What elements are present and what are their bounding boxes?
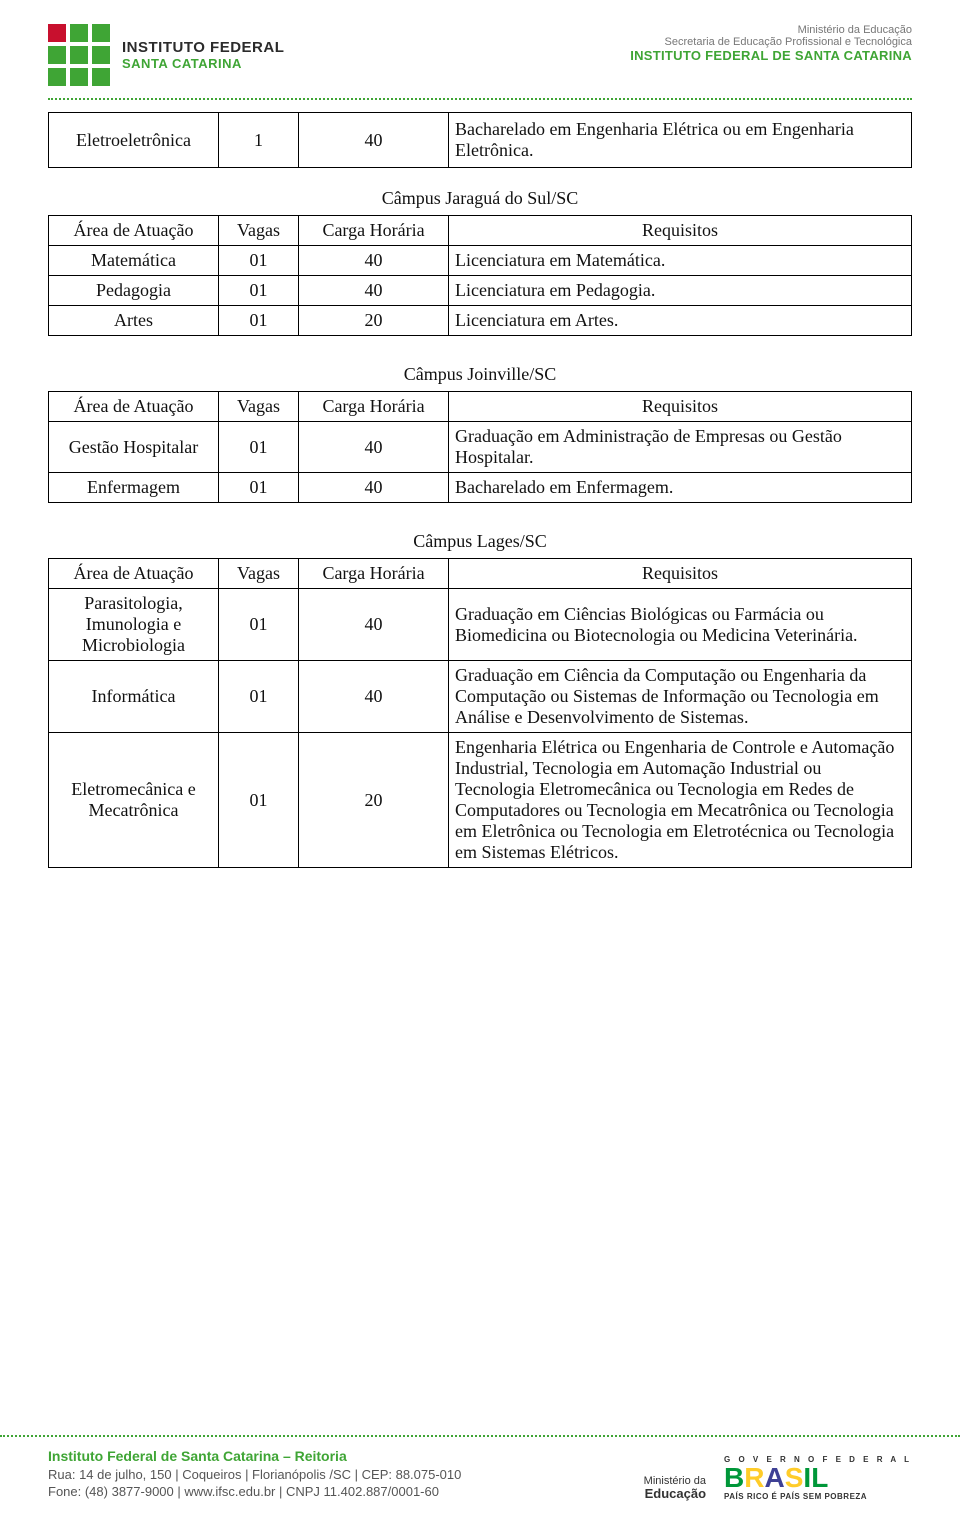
cell-carga: 40 (299, 661, 449, 733)
cell-area: Artes (49, 306, 219, 336)
cell-carga: 20 (299, 306, 449, 336)
cell-area: Informática (49, 661, 219, 733)
column-header: Carga Horária (299, 216, 449, 246)
column-header: Área de Atuação (49, 392, 219, 422)
table-caption: Câmpus Lages/SC (48, 531, 912, 552)
cell-carga: 40 (299, 276, 449, 306)
table-caption: Câmpus Joinville/SC (48, 364, 912, 385)
campus-table: Área de AtuaçãoVagasCarga HoráriaRequisi… (48, 391, 912, 503)
cell-carga: 40 (299, 422, 449, 473)
inst-name-line1: INSTITUTO FEDERAL (122, 39, 284, 56)
campus-table: Área de AtuaçãoVagasCarga HoráriaRequisi… (48, 215, 912, 336)
cell-vagas: 01 (219, 589, 299, 661)
cell-area: Parasitologia, Imunologia e Microbiologi… (49, 589, 219, 661)
column-header: Área de Atuação (49, 216, 219, 246)
cell-area: Eletroeletrônica (49, 113, 219, 168)
cell-vagas: 01 (219, 276, 299, 306)
page-header: INSTITUTO FEDERAL SANTA CATARINA Ministé… (48, 24, 912, 94)
cell-vagas: 01 (219, 661, 299, 733)
institute-line: INSTITUTO FEDERAL DE SANTA CATARINA (630, 48, 912, 63)
cell-vagas: 01 (219, 422, 299, 473)
table-row: Matemática0140Licenciatura em Matemática… (49, 246, 912, 276)
table-row: Enfermagem0140Bacharelado em Enfermagem. (49, 473, 912, 503)
logo-squares-icon (48, 24, 110, 86)
column-header: Requisitos (449, 216, 912, 246)
cell-req: Graduação em Ciência da Computação ou En… (449, 661, 912, 733)
table-row: Pedagogia0140Licenciatura em Pedagogia. (49, 276, 912, 306)
cell-req: Graduação em Administração de Empresas o… (449, 422, 912, 473)
table-row: Informática0140Graduação em Ciência da C… (49, 661, 912, 733)
column-header: Carga Horária (299, 392, 449, 422)
table-caption: Câmpus Jaraguá do Sul/SC (48, 188, 912, 209)
mec-big: Educação (644, 1487, 706, 1501)
brasil-sub-text: PAÍS RICO É PAÍS SEM POBREZA (724, 1492, 867, 1501)
cell-carga: 40 (299, 589, 449, 661)
cell-vagas: 01 (219, 473, 299, 503)
column-header: Requisitos (449, 559, 912, 589)
footer-title: Instituto Federal de Santa Catarina – Re… (48, 1447, 461, 1466)
cell-area: Gestão Hospitalar (49, 422, 219, 473)
cell-req: Licenciatura em Matemática. (449, 246, 912, 276)
column-header: Requisitos (449, 392, 912, 422)
column-header: Vagas (219, 392, 299, 422)
cell-req: Bacharelado em Enfermagem. (449, 473, 912, 503)
campus-table: Área de AtuaçãoVagasCarga HoráriaRequisi… (48, 558, 912, 868)
mec-small: Ministério da (644, 1475, 706, 1487)
ministry-line: Ministério da Educação (630, 24, 912, 36)
table-row: Eletromecânica e Mecatrônica0120Engenhar… (49, 733, 912, 868)
column-header: Vagas (219, 216, 299, 246)
header-right-block: Ministério da Educação Secretaria de Edu… (630, 24, 912, 63)
cell-carga: 40 (299, 246, 449, 276)
cell-area: Eletromecânica e Mecatrônica (49, 733, 219, 868)
cell-area: Pedagogia (49, 276, 219, 306)
cell-req: Licenciatura em Artes. (449, 306, 912, 336)
brasil-gov-logo: G O V E R N O F E D E R A L BRASIL PAÍS … (724, 1455, 912, 1501)
cell-req: Engenharia Elétrica ou Engenharia de Con… (449, 733, 912, 868)
brasil-wordmark-icon: BRASIL (724, 1464, 828, 1492)
footer-line1: Rua: 14 de julho, 150 | Coqueiros | Flor… (48, 1466, 461, 1484)
cell-area: Matemática (49, 246, 219, 276)
institution-logo: INSTITUTO FEDERAL SANTA CATARINA (48, 24, 284, 86)
cell-vagas: 01 (219, 306, 299, 336)
table-row: Artes0120Licenciatura em Artes. (49, 306, 912, 336)
cell-carga: 40 (299, 473, 449, 503)
footer-address: Instituto Federal de Santa Catarina – Re… (48, 1447, 461, 1501)
cell-area: Enfermagem (49, 473, 219, 503)
cell-vagas: 1 (219, 113, 299, 168)
cell-req: Graduação em Ciências Biológicas ou Farm… (449, 589, 912, 661)
cell-req: Bacharelado em Engenharia Elétrica ou em… (449, 113, 912, 168)
cell-vagas: 01 (219, 733, 299, 868)
cell-vagas: 01 (219, 246, 299, 276)
inst-name-line2: SANTA CATARINA (122, 56, 284, 71)
table-row: Parasitologia, Imunologia e Microbiologi… (49, 589, 912, 661)
secretariat-line: Secretaria de Educação Profissional e Te… (630, 36, 912, 48)
column-header: Vagas (219, 559, 299, 589)
cell-carga: 20 (299, 733, 449, 868)
page-footer: Instituto Federal de Santa Catarina – Re… (0, 1435, 960, 1519)
mec-logo: Ministério da Educação (644, 1475, 706, 1501)
cell-carga: 40 (299, 113, 449, 168)
header-divider (48, 98, 912, 100)
column-header: Carga Horária (299, 559, 449, 589)
fragment-table: Eletroeletrônica 1 40 Bacharelado em Eng… (48, 112, 912, 168)
cell-req: Licenciatura em Pedagogia. (449, 276, 912, 306)
table-row: Gestão Hospitalar0140Graduação em Admini… (49, 422, 912, 473)
footer-line2: Fone: (48) 3877-9000 | www.ifsc.edu.br |… (48, 1483, 461, 1501)
column-header: Área de Atuação (49, 559, 219, 589)
table-row: Eletroeletrônica 1 40 Bacharelado em Eng… (49, 113, 912, 168)
